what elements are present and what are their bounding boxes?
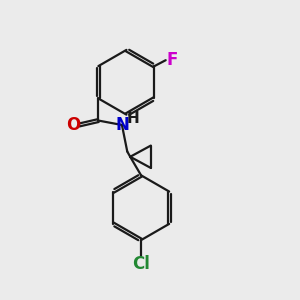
Text: H: H xyxy=(127,111,140,126)
Text: O: O xyxy=(66,116,80,134)
Text: N: N xyxy=(116,116,130,134)
Text: F: F xyxy=(167,51,178,69)
Text: Cl: Cl xyxy=(132,255,150,273)
